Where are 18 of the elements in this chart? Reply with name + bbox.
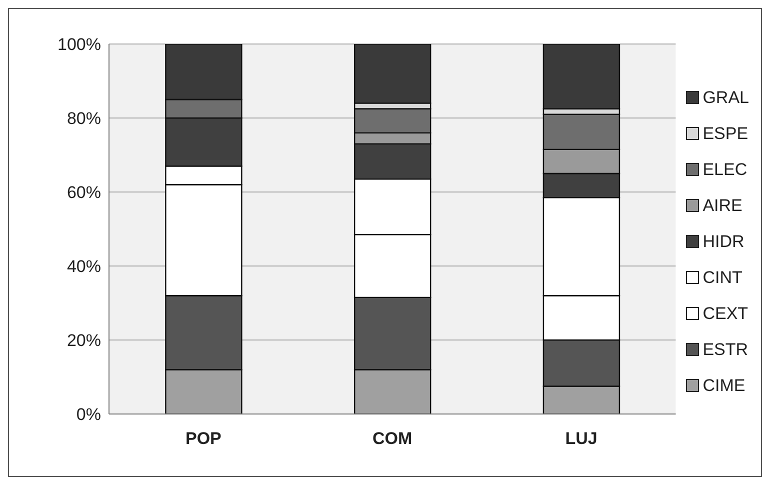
x-tick-label: COM: [372, 429, 412, 448]
legend-label: ESPE: [702, 124, 748, 144]
legend-label: GRAL: [702, 88, 749, 108]
y-tick-label: 20%: [66, 331, 101, 350]
y-tick-label: 100%: [58, 35, 101, 54]
legend-label: CIME: [702, 376, 746, 396]
x-tick-label: LUJ: [565, 429, 598, 448]
legend-label: HIDR: [702, 232, 744, 252]
legend-label: ESTR: [702, 340, 748, 360]
y-tick-label: 0%: [76, 405, 101, 424]
x-tick-label: POP: [185, 429, 222, 448]
legend-label: ELEC: [702, 160, 748, 180]
text: CEXT: [702, 304, 748, 324]
y-tick-label: 40%: [66, 257, 101, 276]
legend-label: AIRE: [702, 196, 742, 216]
text: CINT: [702, 268, 742, 288]
y-tick-label: 80%: [66, 109, 101, 128]
y-tick-label: 60%: [66, 183, 101, 202]
